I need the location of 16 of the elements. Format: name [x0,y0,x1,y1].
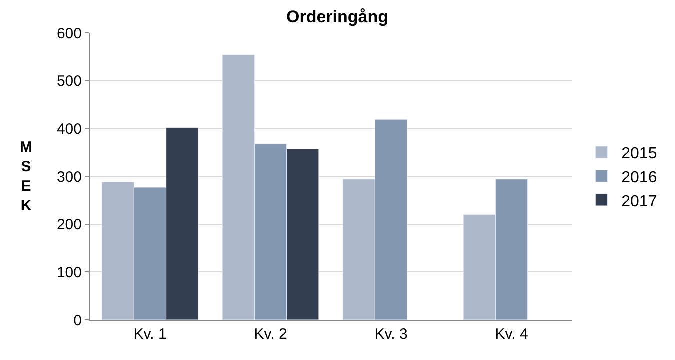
y-axis-title: MSEK [20,139,32,214]
y-tick-label: 300 [56,168,82,186]
y-tick-label: 200 [56,216,82,234]
x-tick-label: Kv. 2 [254,326,288,343]
y-tick-label: 400 [56,120,82,138]
legend-label: 2017 [622,193,658,210]
y-tick-label: 0 [74,312,82,330]
legend-label: 2015 [622,146,658,163]
x-tick-label: Kv. 4 [495,326,528,343]
x-tick-label: Kv. 1 [134,326,167,343]
y-tick-label: 100 [56,264,82,282]
y-tick-label: 600 [56,25,82,42]
chart-title: Orderingång [286,8,389,27]
y-tick-label: 500 [56,73,82,90]
x-tick-label: Kv. 3 [374,326,408,343]
legend-label: 2016 [622,169,658,186]
